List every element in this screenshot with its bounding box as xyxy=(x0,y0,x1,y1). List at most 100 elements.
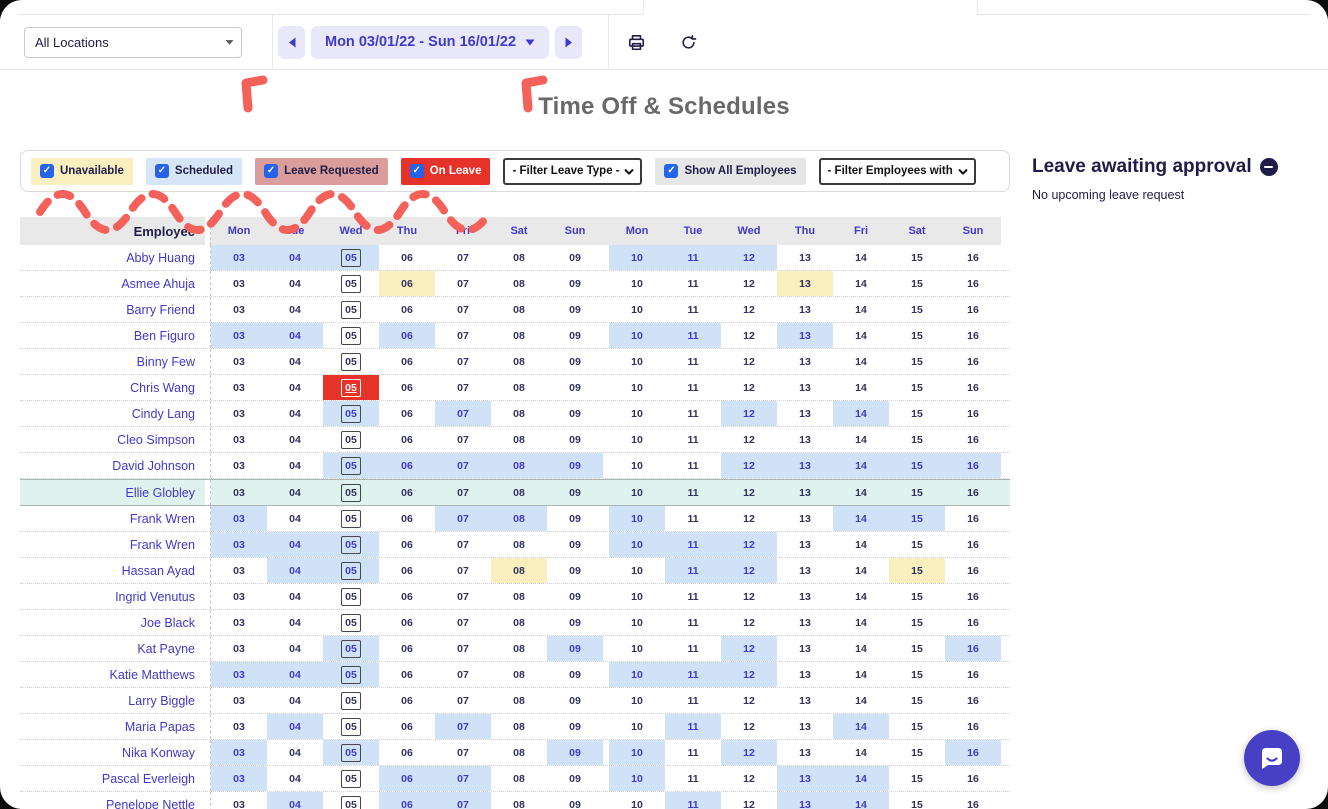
schedule-cell-03[interactable]: 03 xyxy=(233,381,245,394)
schedule-cell-14[interactable]: 14 xyxy=(833,506,889,531)
schedule-cell-12[interactable]: 12 xyxy=(743,329,755,342)
schedule-cell-12[interactable]: 12 xyxy=(743,694,755,707)
schedule-cell-05[interactable]: 05 xyxy=(323,453,379,478)
schedule-cell-05[interactable]: 05 xyxy=(323,375,379,400)
schedule-cell-10[interactable]: 10 xyxy=(631,303,643,316)
schedule-cell-16[interactable]: 16 xyxy=(967,564,979,577)
schedule-cell-14[interactable]: 14 xyxy=(855,694,867,707)
schedule-cell-11[interactable]: 11 xyxy=(687,407,699,420)
schedule-cell-03[interactable]: 03 xyxy=(233,564,245,577)
schedule-cell-07[interactable]: 07 xyxy=(435,792,491,809)
schedule-cell-08[interactable]: 08 xyxy=(513,538,525,551)
schedule-cell-15[interactable]: 15 xyxy=(911,798,923,809)
schedule-cell-07[interactable]: 07 xyxy=(457,355,469,368)
schedule-cell-03[interactable]: 03 xyxy=(233,798,245,809)
schedule-cell-08[interactable]: 08 xyxy=(491,480,547,505)
schedule-cell-12[interactable]: 12 xyxy=(721,558,777,583)
schedule-cell-09[interactable]: 09 xyxy=(547,453,603,478)
schedule-cell-13[interactable]: 13 xyxy=(799,616,811,629)
schedule-cell-07[interactable]: 07 xyxy=(457,694,469,707)
schedule-cell-16[interactable]: 16 xyxy=(967,590,979,603)
schedule-cell-05[interactable]: 05 xyxy=(323,558,379,583)
schedule-cell-11[interactable]: 11 xyxy=(665,323,721,348)
schedule-cell-08[interactable]: 08 xyxy=(513,251,525,264)
schedule-cell-06[interactable]: 06 xyxy=(379,323,435,348)
schedule-cell-16[interactable]: 16 xyxy=(967,538,979,551)
schedule-cell-13[interactable]: 13 xyxy=(799,668,811,681)
schedule-cell-14[interactable]: 14 xyxy=(855,668,867,681)
schedule-cell-14[interactable]: 14 xyxy=(833,453,889,478)
schedule-cell-10[interactable]: 10 xyxy=(631,407,643,420)
schedule-cell-12[interactable]: 12 xyxy=(721,401,777,426)
employee-link-maria-papas[interactable]: Maria Papas xyxy=(124,719,195,734)
schedule-cell-07[interactable]: 07 xyxy=(457,433,469,446)
print-button[interactable] xyxy=(627,33,646,52)
schedule-cell-12[interactable]: 12 xyxy=(721,636,777,661)
schedule-cell-06[interactable]: 06 xyxy=(401,694,413,707)
schedule-cell-04[interactable]: 04 xyxy=(267,532,323,557)
schedule-cell-05[interactable]: 05 xyxy=(323,480,379,505)
schedule-cell-10[interactable]: 10 xyxy=(631,642,643,655)
schedule-cell-10[interactable]: 10 xyxy=(609,506,665,531)
schedule-cell-08[interactable]: 08 xyxy=(513,329,525,342)
employee-link-pascal-everleigh[interactable]: Pascal Everleigh xyxy=(101,771,195,786)
schedule-cell-04[interactable]: 04 xyxy=(289,642,301,655)
schedule-cell-08[interactable]: 08 xyxy=(513,772,525,785)
employee-link-chris-wang[interactable]: Chris Wang xyxy=(130,380,195,395)
schedule-cell-16[interactable]: 16 xyxy=(945,740,1001,765)
schedule-cell-13[interactable]: 13 xyxy=(799,407,811,420)
schedule-cell-03[interactable]: 03 xyxy=(233,590,245,603)
location-filter-select[interactable]: All Locations xyxy=(24,26,242,58)
date-range-button[interactable]: Mon 03/01/22 - Sun 16/01/22 xyxy=(311,25,550,59)
schedule-cell-04[interactable]: 04 xyxy=(289,277,301,290)
schedule-cell-04[interactable]: 04 xyxy=(289,303,301,316)
employee-link-kat-payne[interactable]: Kat Payne xyxy=(137,641,195,656)
schedule-cell-04[interactable]: 04 xyxy=(289,459,301,472)
schedule-cell-12[interactable]: 12 xyxy=(743,590,755,603)
schedule-cell-12[interactable]: 12 xyxy=(743,772,755,785)
schedule-cell-05[interactable]: 05 xyxy=(323,584,379,609)
schedule-cell-04[interactable]: 04 xyxy=(289,694,301,707)
schedule-cell-05[interactable]: 05 xyxy=(323,349,379,374)
schedule-cell-15[interactable]: 15 xyxy=(889,480,945,505)
schedule-cell-05[interactable]: 05 xyxy=(323,245,379,270)
schedule-cell-16[interactable]: 16 xyxy=(967,798,979,809)
employee-link-joe-black[interactable]: Joe Black xyxy=(140,615,195,630)
schedule-cell-06[interactable]: 06 xyxy=(401,355,413,368)
schedule-cell-13[interactable]: 13 xyxy=(799,355,811,368)
schedule-cell-09[interactable]: 09 xyxy=(569,277,581,290)
schedule-cell-08[interactable]: 08 xyxy=(491,558,547,583)
schedule-cell-11[interactable]: 11 xyxy=(665,662,721,687)
schedule-cell-05[interactable]: 05 xyxy=(323,401,379,426)
schedule-cell-15[interactable]: 15 xyxy=(911,355,923,368)
schedule-cell-12[interactable]: 12 xyxy=(721,245,777,270)
schedule-cell-03[interactable]: 03 xyxy=(233,407,245,420)
next-week-button[interactable] xyxy=(555,25,583,59)
schedule-cell-11[interactable]: 11 xyxy=(665,245,721,270)
employee-link-ingrid-venutus[interactable]: Ingrid Venutus xyxy=(115,589,195,604)
schedule-cell-07[interactable]: 07 xyxy=(457,381,469,394)
schedule-cell-03[interactable]: 03 xyxy=(211,480,267,505)
schedule-cell-07[interactable]: 07 xyxy=(457,538,469,551)
schedule-cell-14[interactable]: 14 xyxy=(833,766,889,791)
employee-link-david-johnson[interactable]: David Johnson xyxy=(112,458,195,473)
schedule-cell-05[interactable]: 05 xyxy=(323,662,379,687)
schedule-cell-12[interactable]: 12 xyxy=(743,381,755,394)
schedule-cell-13[interactable]: 13 xyxy=(799,251,811,264)
schedule-cell-15[interactable]: 15 xyxy=(911,277,923,290)
schedule-cell-05[interactable]: 05 xyxy=(323,688,379,713)
schedule-cell-13[interactable]: 13 xyxy=(799,564,811,577)
schedule-cell-16[interactable]: 16 xyxy=(967,694,979,707)
schedule-cell-16[interactable]: 16 xyxy=(967,355,979,368)
schedule-cell-15[interactable]: 15 xyxy=(911,381,923,394)
schedule-cell-08[interactable]: 08 xyxy=(513,694,525,707)
schedule-cell-12[interactable]: 12 xyxy=(743,355,755,368)
schedule-cell-09[interactable]: 09 xyxy=(569,616,581,629)
schedule-cell-15[interactable]: 15 xyxy=(911,538,923,551)
schedule-cell-04[interactable]: 04 xyxy=(267,245,323,270)
schedule-cell-08[interactable]: 08 xyxy=(513,668,525,681)
schedule-cell-06[interactable]: 06 xyxy=(379,453,435,478)
schedule-cell-15[interactable]: 15 xyxy=(911,694,923,707)
schedule-cell-09[interactable]: 09 xyxy=(569,251,581,264)
schedule-cell-08[interactable]: 08 xyxy=(513,277,525,290)
